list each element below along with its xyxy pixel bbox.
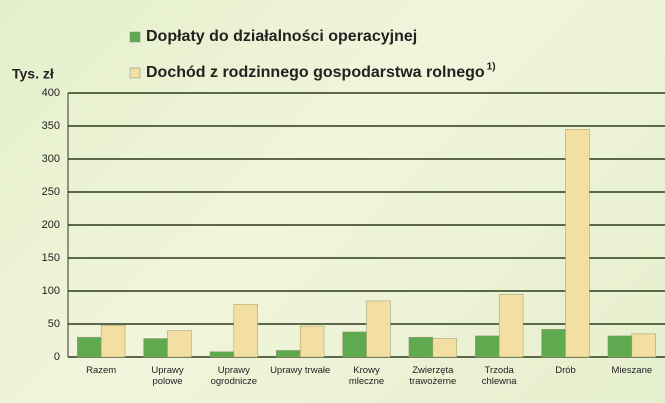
y-tick-label: 100 (42, 285, 60, 297)
bar (608, 336, 632, 357)
y-axis-label: Tys. zł (12, 66, 54, 82)
x-tick-label: Uprawy ogrodnicze (203, 365, 265, 387)
bar (499, 294, 523, 357)
bar (343, 332, 367, 357)
legend-swatch (130, 68, 140, 78)
bar (566, 129, 590, 357)
y-tick-label: 50 (48, 318, 60, 330)
bar (409, 337, 433, 357)
bar (276, 350, 300, 357)
y-tick-label: 300 (42, 153, 60, 165)
bar (144, 339, 168, 357)
bar (367, 301, 391, 357)
bar (210, 352, 234, 357)
y-tick-label: 0 (54, 351, 60, 363)
bar (433, 339, 457, 357)
bar (77, 337, 101, 357)
y-tick-label: 400 (42, 87, 60, 99)
legend-label: Dopłaty do działalności operacyjnej (146, 28, 417, 45)
x-tick-label: Drób (535, 365, 597, 376)
y-tick-label: 350 (42, 120, 60, 132)
x-tick-label: Krowy mleczne (336, 365, 398, 387)
bar (168, 331, 192, 357)
bar (632, 334, 656, 357)
x-tick-label: Uprawy trwałe (269, 365, 331, 376)
bar (234, 304, 258, 357)
x-tick-label: Uprawy polowe (137, 365, 199, 387)
bar (475, 336, 499, 357)
chart: Tys. zł 0 50 100 150 200 250 300 350 400 Dopłaty … (0, 0, 665, 403)
bar (101, 325, 125, 357)
legend-label: Dochód z rodzinnego gospodarstwa rolnego (146, 64, 485, 81)
x-tick-label: Razem (70, 365, 132, 376)
x-tick-label: Trzoda chlewna (468, 365, 530, 387)
legend-swatch (130, 32, 140, 42)
footnote-mark: 1) (487, 62, 496, 73)
bar (542, 329, 566, 357)
y-tick-label: 200 (42, 219, 60, 231)
x-tick-label: Mieszane (601, 365, 663, 376)
x-tick-label: Zwierzęta trawożerne (402, 365, 464, 387)
y-tick-label: 250 (42, 186, 60, 198)
y-tick-label: 150 (42, 252, 60, 264)
bar (300, 326, 324, 357)
chart-svg: Tys. zł 0 50 100 150 200 250 300 350 400 Dopłaty … (0, 0, 665, 403)
